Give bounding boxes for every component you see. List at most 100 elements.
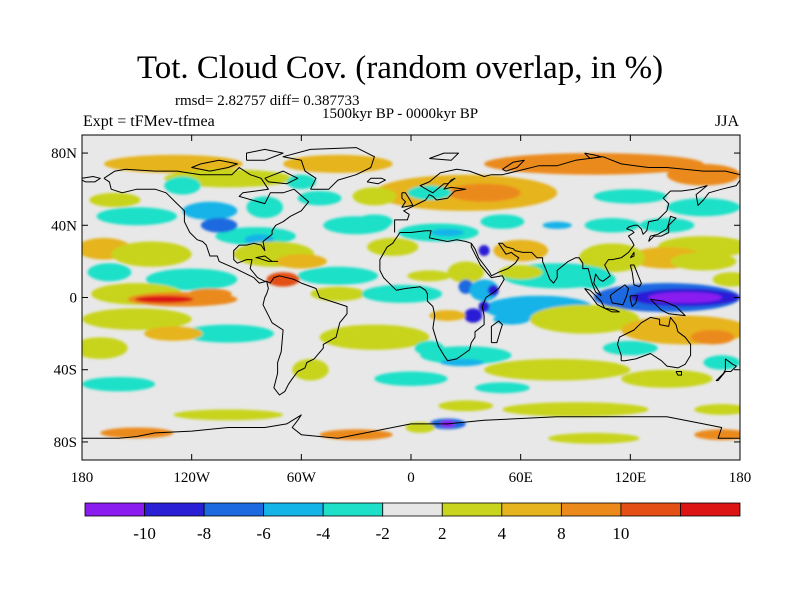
coastline — [470, 179, 740, 297]
x-tick-label: 120E — [614, 470, 646, 486]
y-tick-label: 40S — [54, 363, 77, 379]
colorbar-label: 10 — [612, 524, 629, 543]
anomaly-patch — [493, 239, 549, 262]
x-tick-label: 180 — [729, 470, 752, 486]
y-tick-label: 80S — [54, 435, 77, 451]
coastline — [715, 358, 737, 382]
anomaly-patch — [275, 254, 327, 269]
coastline — [604, 307, 620, 313]
anomaly-patch — [405, 422, 435, 433]
anomaly-patch — [639, 218, 695, 233]
coastline — [584, 152, 602, 159]
anomaly-patch — [602, 340, 658, 356]
anomaly-patch — [286, 174, 316, 190]
experiment-label: Expt = tFMev-tfmea — [83, 113, 215, 130]
colorbar-label: 4 — [498, 524, 507, 543]
anomaly-patch — [420, 346, 512, 365]
anomaly-patch — [478, 245, 490, 256]
anomaly-patch — [188, 288, 232, 300]
coastline — [255, 255, 279, 262]
x-tick-label: 0 — [407, 470, 415, 486]
coastline — [282, 147, 375, 190]
anomaly-patch — [173, 409, 284, 421]
anomaly-patch — [484, 153, 704, 175]
anomaly-patch — [712, 272, 740, 287]
coastline — [490, 320, 503, 344]
anomaly-patch — [182, 201, 238, 220]
y-axis: 80N 40N 0 40S 80S — [51, 146, 740, 451]
x-tick-label: 60E — [509, 470, 533, 486]
anomaly-patch — [82, 308, 192, 330]
colorbar-label: 8 — [557, 524, 566, 543]
anomaly-patch — [319, 324, 430, 350]
colorbar-swatch — [680, 502, 741, 517]
anomaly-patch — [648, 292, 722, 303]
coastline — [629, 295, 639, 307]
anomaly-patch — [474, 382, 530, 394]
coastline — [246, 148, 284, 161]
anomaly-patch — [414, 340, 444, 356]
coastline — [366, 177, 386, 185]
anomaly-patch — [498, 265, 543, 280]
anomaly-patch — [246, 196, 284, 219]
colorbar-label: -10 — [133, 524, 156, 543]
anomaly-patch — [352, 187, 397, 206]
anomaly-patch — [361, 284, 443, 303]
coastline — [82, 176, 101, 183]
colorbar-swatch — [263, 502, 324, 517]
anomaly-patch — [87, 263, 132, 282]
anomaly-patch — [493, 313, 530, 325]
anomaly-patch — [82, 337, 128, 359]
anomaly-patch — [548, 432, 640, 444]
colorbar-swatch — [441, 502, 503, 517]
anomaly-patch — [690, 330, 735, 345]
anomaly-patch — [283, 154, 393, 173]
anomaly-patch — [480, 214, 525, 229]
coastline — [502, 159, 525, 172]
coastline — [264, 170, 299, 185]
anomaly-patch — [145, 268, 238, 291]
colorbar-swatch — [144, 502, 205, 517]
anomaly-patch — [478, 301, 490, 312]
x-tick-label: 120W — [173, 470, 211, 486]
y-tick-label: 80N — [51, 146, 77, 162]
anomaly-patch — [440, 358, 485, 367]
anomaly-patch — [96, 207, 178, 226]
coastline — [262, 275, 348, 396]
coastlines — [82, 147, 740, 439]
coastline — [629, 251, 635, 259]
coastline — [675, 371, 682, 376]
x-tick-label: 180 — [71, 470, 94, 486]
y-tick-label: 40N — [51, 218, 77, 234]
anomaly-patch — [429, 310, 466, 321]
anomaly-patch — [670, 252, 737, 271]
anomaly-patch — [89, 192, 141, 208]
colorbar-label: -6 — [257, 524, 271, 543]
anomaly-patch — [502, 402, 649, 417]
x-tick-label: 60W — [287, 470, 317, 486]
anomaly-patch — [431, 228, 465, 237]
anomaly-patch — [82, 376, 156, 392]
coastline — [103, 167, 310, 284]
coastline — [82, 414, 740, 439]
colorbar-swatch — [322, 502, 384, 517]
colorbar-swatch — [620, 502, 681, 517]
colorbar-swatch — [84, 502, 145, 517]
anomaly-patch — [593, 189, 667, 204]
coastline — [191, 159, 238, 172]
colorbar-label: -4 — [316, 524, 331, 543]
anomaly-patch — [297, 266, 379, 285]
anomaly-patch — [579, 243, 645, 273]
coastline — [629, 264, 642, 288]
anomaly-patch — [703, 355, 740, 370]
anomaly-patch — [111, 241, 192, 267]
anomaly-patch — [182, 324, 274, 343]
anomaly-patch — [374, 371, 448, 386]
anomaly-patch — [438, 400, 494, 412]
anomaly-patch — [666, 163, 740, 186]
colorbar-swatch — [382, 502, 443, 517]
colorbar-label: -8 — [197, 524, 211, 543]
anomaly-patch — [100, 427, 174, 439]
anomaly-patch — [356, 214, 393, 229]
